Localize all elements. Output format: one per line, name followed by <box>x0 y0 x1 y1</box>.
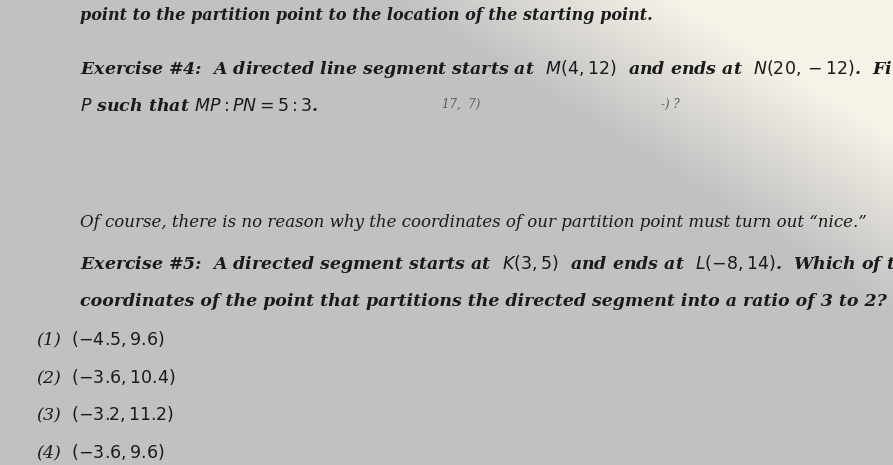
Text: coordinates of the point that partitions the directed segment into a ratio of 3 : coordinates of the point that partitions… <box>80 293 887 310</box>
Text: (3)  $(-3.2, 11.2)$: (3) $(-3.2, 11.2)$ <box>36 405 173 425</box>
Text: (1)  $(-4.5, 9.6)$: (1) $(-4.5, 9.6)$ <box>36 330 164 351</box>
Text: point to the partition point to the location of the starting point.: point to the partition point to the loca… <box>80 7 653 24</box>
Text: Exercise #4:  A directed line segment starts at  $M(4, 12)$  and ends at  $N(20,: Exercise #4: A directed line segment sta… <box>80 58 893 80</box>
Text: (4)  $(-3.6, 9.6)$: (4) $(-3.6, 9.6)$ <box>36 443 164 463</box>
Text: Of course, there is no reason why the coordinates of our partition point must tu: Of course, there is no reason why the co… <box>80 214 867 231</box>
Text: (2)  $(-3.6, 10.4)$: (2) $(-3.6, 10.4)$ <box>36 367 175 388</box>
Text: -) ?: -) ? <box>661 98 680 111</box>
Text: $P$ such that $MP:PN = 5:3$.: $P$ such that $MP:PN = 5:3$. <box>80 98 319 115</box>
Text: Exercise #5:  A directed segment starts at  $K(3, 5)$  and ends at  $L(-8, 14)$.: Exercise #5: A directed segment starts a… <box>80 253 893 275</box>
Text: 17,  7): 17, 7) <box>442 98 480 111</box>
